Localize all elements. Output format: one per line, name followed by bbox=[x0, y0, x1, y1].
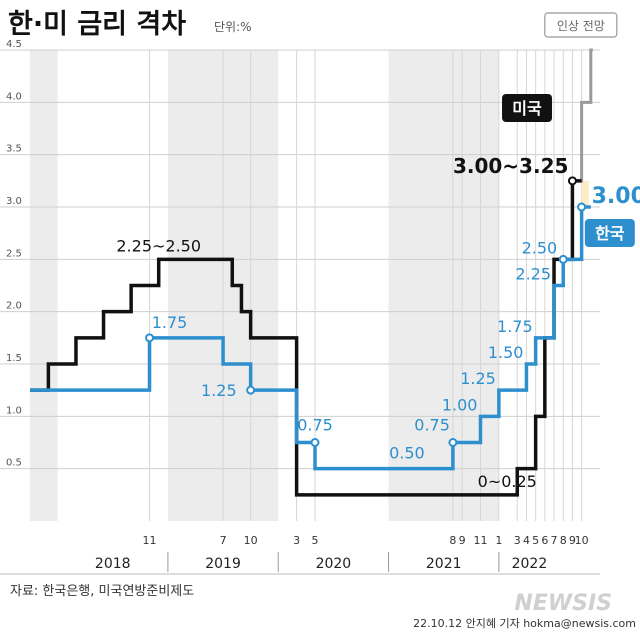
forecast-tag-label: 인상 전망 bbox=[557, 19, 605, 33]
month-tick-label: 9 bbox=[459, 534, 466, 547]
korea-value-label: 1.75 bbox=[152, 313, 188, 332]
series-lines bbox=[30, 48, 593, 497]
y-tick-label: 4.0 bbox=[6, 91, 22, 102]
korea-value-label: 1.00 bbox=[442, 395, 478, 414]
us-value-label: 2.25~2.50 bbox=[116, 236, 201, 255]
forecast-line bbox=[572, 48, 593, 183]
year-label: 2019 bbox=[205, 556, 241, 572]
gap-highlight bbox=[581, 180, 589, 207]
korea-point bbox=[558, 254, 568, 264]
y-tick-label: 1.5 bbox=[6, 353, 22, 364]
y-tick-label: 3.5 bbox=[6, 144, 22, 155]
year-bands bbox=[30, 50, 499, 521]
data-labels: 2.25~2.50 0~0.25 1.75 1.25 0.75 0.75 2.50 0.50 1… bbox=[116, 12, 640, 491]
us-point bbox=[567, 176, 577, 186]
month-tick-label: 3 bbox=[514, 534, 521, 547]
us-tag-box bbox=[502, 94, 553, 122]
month-tick-label: 8 bbox=[449, 534, 456, 547]
korea-rate-line bbox=[30, 205, 591, 471]
newsis-watermark: NEWSIS bbox=[514, 591, 612, 616]
month-tick-label: 4 bbox=[523, 534, 530, 547]
korea-point bbox=[145, 333, 155, 343]
forecast-tag-box bbox=[544, 12, 618, 38]
month-tick-label: 7 bbox=[220, 534, 227, 547]
month-tick-label: 5 bbox=[312, 534, 319, 547]
korea-value-label: 0.50 bbox=[389, 444, 425, 463]
korea-point bbox=[246, 385, 256, 395]
month-tick-label: 11 bbox=[143, 534, 157, 547]
korea-value-label: 1.25 bbox=[460, 369, 496, 388]
korea-value-label: 1.25 bbox=[201, 381, 237, 400]
us-value-label: 0~0.25 bbox=[478, 472, 537, 491]
month-tick-label: 9 bbox=[569, 534, 576, 547]
korea-value-label: 0.75 bbox=[414, 416, 450, 435]
credit-line: 22.10.12 안지혜 기자 hokma@newsis.com bbox=[413, 617, 636, 630]
korea-value-label: 2.50 bbox=[522, 238, 558, 257]
month-tick-label: 10 bbox=[244, 534, 258, 547]
korea-current-label: 3.00 bbox=[592, 184, 640, 209]
y-tick-label: 1.0 bbox=[6, 405, 22, 416]
source-note: 자료: 한국은행, 미국연방준비제도 bbox=[10, 583, 194, 599]
month-tick-label: 10 bbox=[575, 534, 589, 547]
month-tick-label: 1 bbox=[495, 534, 502, 547]
month-tick-label: 11 bbox=[473, 534, 487, 547]
korea-value-label: 1.75 bbox=[497, 317, 533, 336]
unit-label: 단위:% bbox=[214, 20, 252, 34]
year-band bbox=[30, 50, 58, 521]
korea-tag-box bbox=[584, 219, 635, 247]
year-label: 2020 bbox=[316, 556, 352, 572]
month-tick-label: 7 bbox=[551, 534, 558, 547]
y-tick-label: 0.5 bbox=[6, 458, 22, 469]
year-label: 2022 bbox=[512, 556, 548, 572]
y-tick-label: 2.0 bbox=[6, 301, 22, 312]
y-axis: 0.5 1.0 1.5 2.0 2.5 3.0 3.5 4.0 4.5 bbox=[6, 39, 22, 469]
korea-value-label: 1.50 bbox=[488, 343, 524, 362]
year-label: 2018 bbox=[95, 556, 131, 572]
korea-tag-label: 한국 bbox=[595, 224, 625, 243]
month-tick-label: 5 bbox=[532, 534, 539, 547]
y-tick-label: 2.5 bbox=[6, 248, 22, 259]
us-current-label: 3.00~3.25 bbox=[453, 154, 568, 178]
month-tick-label: 8 bbox=[560, 534, 567, 547]
korea-value-label: 2.25 bbox=[515, 265, 551, 284]
korea-point bbox=[577, 202, 587, 212]
y-tick-label: 3.0 bbox=[6, 196, 22, 207]
us-tag-label: 미국 bbox=[512, 99, 542, 118]
month-tick-label: 6 bbox=[541, 534, 548, 547]
month-tick-label: 3 bbox=[293, 534, 300, 547]
chart-title: 한·미 금리 격차 bbox=[8, 9, 186, 40]
korea-value-label: 0.75 bbox=[297, 416, 333, 435]
korea-point bbox=[310, 438, 320, 447]
korea-point bbox=[448, 438, 458, 447]
year-label: 2021 bbox=[426, 556, 462, 572]
y-tick-label: 4.5 bbox=[6, 39, 22, 50]
